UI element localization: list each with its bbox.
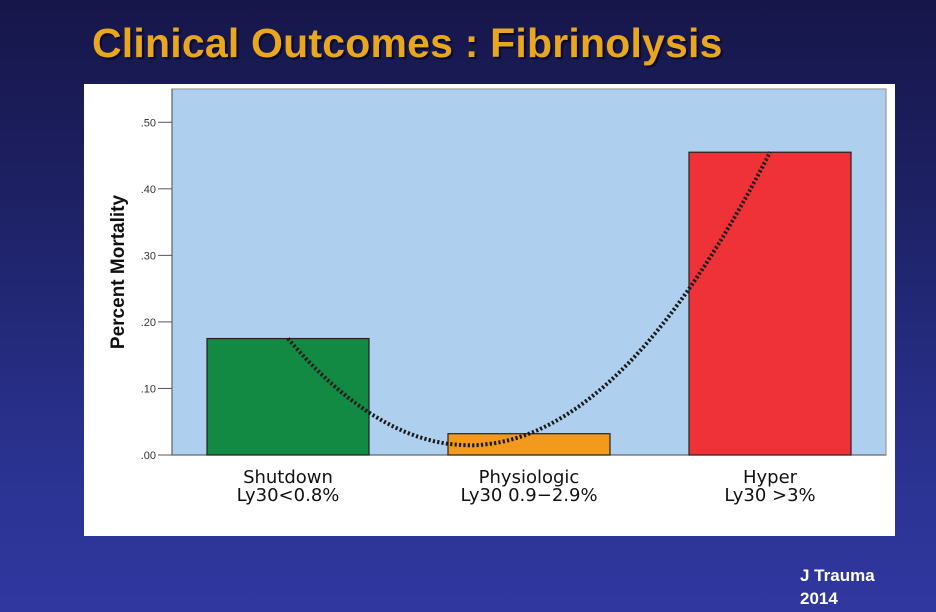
category-label-name: Hyper bbox=[743, 467, 798, 488]
y-tick-label: .30 bbox=[141, 250, 156, 262]
category-label-range: Ly30 0.9−2.9% bbox=[460, 485, 597, 506]
citation-year: 2014 bbox=[800, 589, 838, 608]
category-label-range: Ly30<0.8% bbox=[237, 485, 340, 506]
y-tick-label: .10 bbox=[141, 383, 156, 395]
y-axis-label: Percent Mortality bbox=[108, 194, 129, 349]
category-label-name: Physiologic bbox=[479, 467, 580, 488]
y-tick-label: .50 bbox=[141, 117, 156, 129]
trend-curve bbox=[286, 151, 772, 448]
slide-title: Clinical Outcomes : Fibrinolysis bbox=[92, 20, 723, 66]
bar-2 bbox=[688, 151, 852, 456]
y-tick-label: .00 bbox=[141, 450, 156, 462]
y-tick-label: .40 bbox=[141, 184, 156, 196]
category-label-range: Ly30 >3% bbox=[724, 485, 815, 506]
chart-panel: .00 .10 .20 .30 .40 .50 Shutdown Ly30<0.8% Phys… bbox=[84, 84, 895, 536]
bar-0 bbox=[206, 337, 370, 456]
y-tick-label: .20 bbox=[141, 317, 156, 329]
citation-journal: J Trauma bbox=[800, 566, 875, 585]
category-label-name: Shutdown bbox=[243, 467, 333, 488]
citation: J Trauma 2014 bbox=[800, 564, 875, 610]
